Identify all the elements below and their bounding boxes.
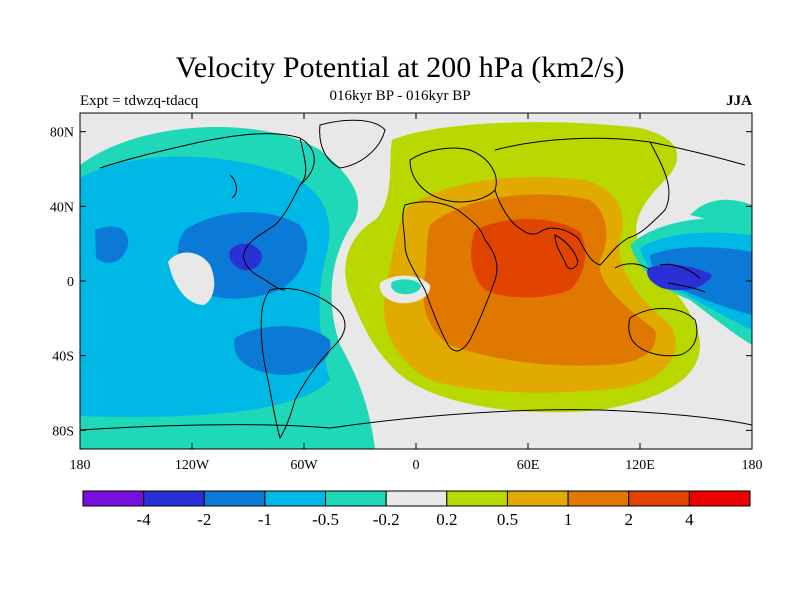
contour-band-minus-2 <box>229 243 262 271</box>
antarctica-coast <box>80 409 752 431</box>
lon-tick-label: 60W <box>290 458 318 473</box>
plot-subtitle: 016kyr BP - 016kyr BP <box>329 88 471 104</box>
colorbar-box <box>143 490 205 507</box>
colorbar-label: -0.2 <box>373 510 400 529</box>
colorbar-label: 2 <box>624 510 633 529</box>
colorbar: -4 -2 -1 -0.5 -0.2 0.2 0.5 1 2 4 <box>82 490 751 529</box>
colorbar-label: -1 <box>258 510 272 529</box>
greenland-coast <box>319 119 386 169</box>
lon-tick-label: 180 <box>70 458 91 473</box>
asia-coast <box>494 137 746 266</box>
lat-tick-label: 40S <box>52 350 74 365</box>
lon-tick-label: 120E <box>625 458 655 473</box>
plot-title: Velocity Potential at 200 hPa (km2/s) <box>175 51 625 84</box>
australia-coast <box>628 308 698 357</box>
colorbar-label: -4 <box>137 510 152 529</box>
season-label: JJA <box>726 93 752 109</box>
colorbar-box <box>688 490 751 507</box>
lon-tick-label: 120W <box>175 458 210 473</box>
contour-band-minus-2-pacific <box>647 264 712 291</box>
colorbar-box <box>628 490 690 507</box>
map-panel <box>79 112 753 450</box>
colorbar-box <box>82 490 145 507</box>
colorbar-label: 4 <box>685 510 694 529</box>
colorbar-label: 1 <box>564 510 573 529</box>
experiment-label: Expt = tdwzq-tdacq <box>80 93 199 109</box>
india-coast <box>554 234 579 270</box>
maritime-continent-coast <box>614 263 706 293</box>
contour-band-minus-1-south <box>234 326 331 375</box>
colorbar-box <box>325 490 387 507</box>
lat-tick-label: 40N <box>50 200 74 215</box>
coastlines <box>80 119 752 440</box>
lon-tick-label: 180 <box>742 458 763 473</box>
colorbar-box <box>446 490 508 507</box>
colorbar-box <box>567 490 630 507</box>
colorbar-box <box>264 490 327 507</box>
colorbar-label: -0.5 <box>312 510 339 529</box>
colorbar-label: -2 <box>197 510 211 529</box>
longitude-ticks: 180 120W 60W 0 60E 120E 180 <box>70 113 763 473</box>
lat-tick-label: 80S <box>52 424 74 439</box>
contour-band-minus-1-west <box>95 226 129 263</box>
lat-tick-label: 0 <box>67 275 74 290</box>
latitude-ticks: 80N 40N 0 40S 80S <box>50 126 752 439</box>
colorbar-label: 0.2 <box>436 510 457 529</box>
colorbar-label: 0.5 <box>497 510 518 529</box>
contour-fields <box>80 119 752 449</box>
europe-africa-coast <box>402 147 498 352</box>
contour-band-plus-0.2-patch <box>168 252 215 305</box>
contour-band-minus-0.2-atlantic <box>391 279 421 295</box>
lon-tick-label: 60E <box>517 458 540 473</box>
colorbar-box <box>385 490 448 507</box>
lon-tick-label: 0 <box>413 458 420 473</box>
lat-tick-label: 80N <box>50 126 74 141</box>
colorbar-box <box>506 490 569 507</box>
colorbar-box <box>203 490 266 507</box>
south-america-coast <box>260 287 346 440</box>
contour-band-plus-2 <box>471 218 586 298</box>
north-america-coast <box>99 133 315 291</box>
